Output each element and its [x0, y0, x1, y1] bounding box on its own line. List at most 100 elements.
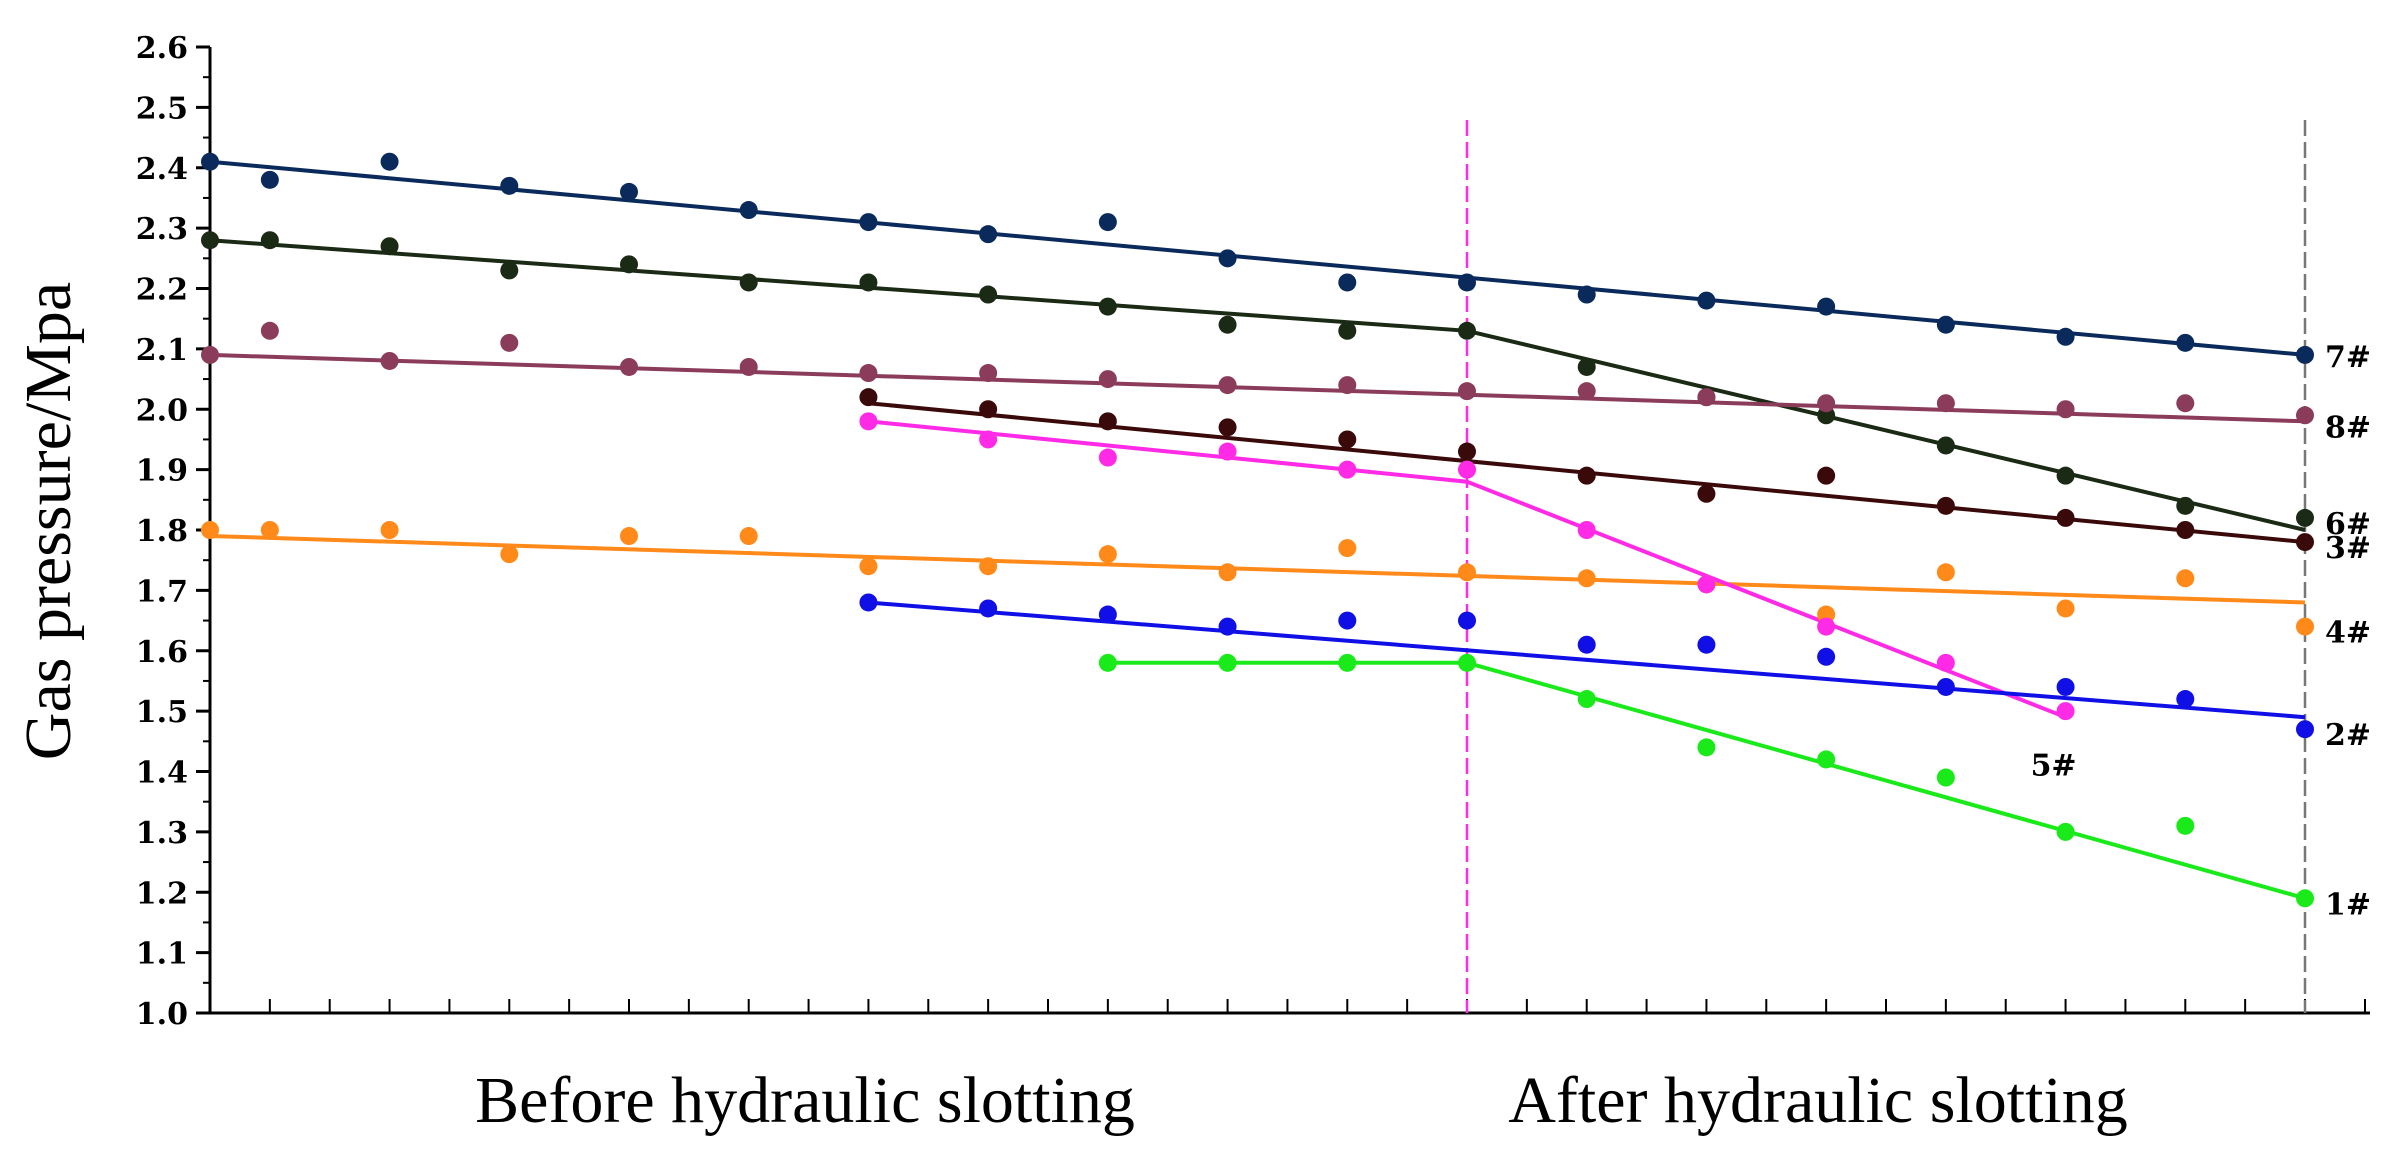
data-point-4# — [620, 527, 638, 546]
data-point-1# — [1577, 690, 1596, 709]
data-point-5# — [979, 430, 998, 449]
data-point-2# — [1817, 647, 1836, 666]
data-point-7# — [201, 152, 219, 171]
data-point-3# — [1218, 418, 1237, 437]
before-slotting-label: Before hydraulic slotting — [475, 1064, 1135, 1137]
data-point-8# — [1936, 394, 1955, 413]
data-point-2# — [2056, 677, 2075, 696]
data-point-4# — [201, 521, 219, 539]
data-point-7# — [739, 201, 758, 220]
data-point-8# — [201, 345, 219, 364]
data-point-4# — [2296, 617, 2314, 636]
data-point-1# — [1098, 653, 1117, 672]
y-tick-label: 1.9 — [136, 454, 188, 489]
data-point-5# — [1458, 460, 1476, 479]
data-point-1# — [1218, 653, 1237, 672]
data-point-2# — [2176, 690, 2195, 709]
data-point-1# — [1697, 738, 1716, 757]
data-point-5# — [1577, 521, 1596, 539]
data-point-6# — [201, 231, 219, 250]
data-point-6# — [620, 255, 638, 274]
y-tick-label: 1.1 — [136, 937, 188, 972]
data-point-6# — [1577, 357, 1596, 376]
data-point-4# — [1218, 563, 1237, 582]
series-label-1#: 1# — [2325, 887, 2371, 922]
data-point-2# — [2296, 720, 2314, 739]
data-point-7# — [1817, 297, 1836, 316]
data-point-8# — [2056, 400, 2075, 419]
data-point-8# — [1218, 376, 1237, 395]
y-tick-label: 2.4 — [136, 152, 188, 187]
y-tick-label: 2.1 — [136, 333, 188, 368]
data-point-3# — [2296, 533, 2314, 552]
data-point-4# — [1098, 545, 1117, 564]
data-point-7# — [620, 182, 638, 201]
y-tick-label: 2.3 — [136, 212, 188, 247]
y-tick-label: 1.5 — [136, 695, 188, 730]
after-slotting-label: After hydraulic slotting — [1508, 1064, 2128, 1137]
y-tick-label: 1.7 — [136, 574, 188, 609]
data-point-1# — [1936, 768, 1955, 787]
data-point-7# — [1458, 273, 1476, 292]
data-point-4# — [380, 521, 399, 539]
data-point-4# — [2056, 599, 2075, 618]
y-tick-label: 1.0 — [136, 997, 188, 1032]
axes-layer: 1.0 1.1 1.2 1.3 1.4 1.5 1.6 1.7 1.8 1.9 2.0 2.1 2.2 2… — [136, 31, 2370, 1032]
data-point-4# — [1458, 563, 1476, 582]
data-point-3# — [2056, 508, 2075, 527]
data-point-7# — [1577, 285, 1596, 304]
data-point-2# — [1697, 635, 1716, 654]
data-point-3# — [1817, 466, 1836, 485]
data-point-1# — [2296, 889, 2314, 908]
data-point-8# — [979, 364, 998, 383]
data-point-7# — [2176, 333, 2195, 352]
data-point-2# — [1458, 611, 1476, 630]
data-point-5# — [1697, 575, 1716, 594]
data-point-6# — [859, 273, 878, 292]
data-point-7# — [1936, 315, 1955, 334]
data-point-3# — [979, 400, 998, 419]
data-point-5# — [1338, 460, 1357, 479]
data-point-8# — [620, 357, 638, 376]
data-point-4# — [979, 557, 998, 576]
data-point-8# — [1338, 376, 1357, 395]
data-point-7# — [1098, 213, 1117, 232]
data-point-8# — [1098, 370, 1117, 389]
fit-line-1# — [1107, 660, 2306, 901]
data-point-8# — [1817, 394, 1836, 413]
data-point-8# — [1577, 382, 1596, 401]
data-point-8# — [859, 364, 878, 383]
data-point-7# — [1338, 273, 1357, 292]
data-point-6# — [1338, 321, 1357, 340]
y-tick-label: 1.3 — [136, 816, 188, 851]
data-point-6# — [2056, 466, 2075, 485]
data-point-1# — [2056, 822, 2075, 841]
data-point-8# — [739, 357, 758, 376]
data-point-2# — [979, 599, 998, 618]
data-point-3# — [859, 388, 878, 407]
fit-lines-layer — [209, 159, 2306, 901]
data-point-6# — [1098, 297, 1117, 316]
data-point-2# — [859, 593, 878, 612]
data-point-5# — [1218, 442, 1237, 461]
data-point-7# — [2056, 327, 2075, 346]
data-point-8# — [260, 321, 279, 340]
data-point-4# — [500, 545, 519, 564]
y-tick-label: 2.0 — [136, 393, 188, 428]
series-label-7#: 7# — [2325, 340, 2371, 375]
data-point-4# — [859, 557, 878, 576]
y-tick-label: 2.6 — [136, 31, 188, 66]
y-tick-label: 1.2 — [136, 876, 188, 911]
data-point-3# — [1338, 430, 1357, 449]
data-point-2# — [1936, 677, 1955, 696]
data-point-2# — [1218, 617, 1237, 636]
series-label-8#: 8# — [2325, 410, 2371, 445]
fit-line-8# — [209, 352, 2306, 424]
data-point-8# — [2176, 394, 2195, 413]
data-point-1# — [2176, 816, 2195, 835]
data-point-6# — [380, 237, 399, 256]
series-label-6#: 6# — [2325, 507, 2371, 542]
data-point-8# — [1458, 382, 1476, 401]
data-point-3# — [2176, 521, 2195, 539]
fit-line-4# — [209, 534, 2306, 605]
